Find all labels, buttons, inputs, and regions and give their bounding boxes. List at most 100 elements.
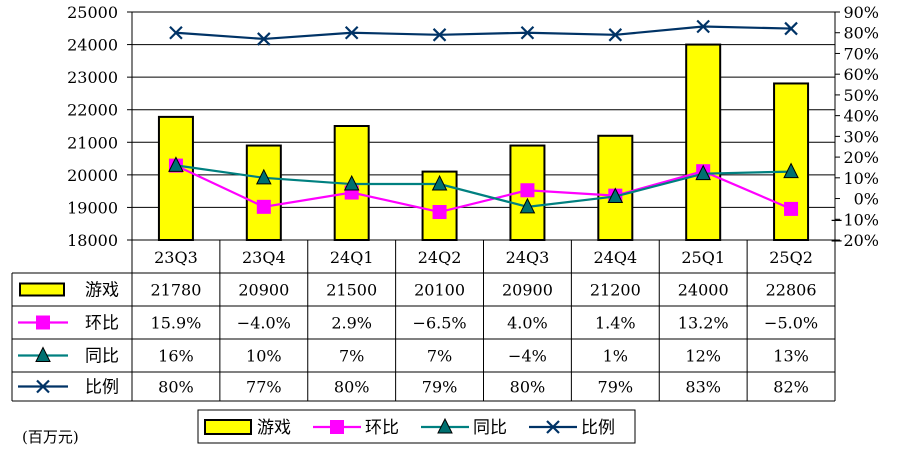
- bar: [157, 115, 194, 241]
- category-label: 24Q2: [418, 248, 462, 267]
- table-cell: −4.0%: [237, 314, 291, 333]
- right-tick-label: 50%: [843, 86, 879, 105]
- table-cell: 24000: [678, 281, 729, 300]
- category-label: 23Q3: [154, 248, 198, 267]
- table-cell: 80%: [334, 378, 370, 397]
- point-triangle: [519, 197, 536, 214]
- table-cell: 7%: [339, 347, 364, 366]
- point-x: [696, 19, 710, 34]
- point-triangle: [168, 156, 184, 172]
- right-tick-label: −20%: [830, 231, 879, 250]
- row-header: 环比: [85, 314, 119, 334]
- table-cell: 21500: [326, 281, 377, 300]
- point-x: [169, 25, 183, 40]
- point-x: [257, 32, 271, 46]
- row-header: 游戏: [85, 281, 119, 301]
- right-tick-label: 80%: [843, 24, 879, 43]
- point-x: [432, 28, 447, 42]
- point-triangle: [431, 174, 448, 191]
- table-cell: 20900: [502, 281, 553, 300]
- right-tick-label: 40%: [843, 107, 879, 126]
- right-tick-label: 20%: [843, 148, 879, 167]
- table-key-bar: [19, 282, 65, 297]
- bar: [245, 144, 282, 242]
- table-cell: 1.4%: [595, 314, 636, 333]
- table-cell: 1%: [603, 347, 628, 366]
- point-triangle: [35, 346, 51, 362]
- line-series: [168, 19, 799, 220]
- point-square: [432, 205, 447, 220]
- table-cell: 4.0%: [507, 314, 548, 333]
- legend-label: 比例: [581, 418, 615, 438]
- point-square: [520, 183, 535, 198]
- right-tick-label: 70%: [843, 44, 879, 63]
- plot-border: [131, 11, 836, 241]
- table-cell: 21780: [150, 281, 201, 300]
- right-tick-label: 30%: [843, 127, 879, 146]
- point-square: [256, 199, 271, 214]
- table-cell: 82%: [773, 378, 809, 397]
- left-tick-label: 20000: [67, 166, 118, 185]
- unit-note: (百万元): [22, 428, 79, 446]
- right-tick-label: −10%: [830, 210, 879, 229]
- table-cell: 7%: [427, 347, 452, 366]
- bar: [773, 82, 810, 241]
- table-cell: 20900: [238, 281, 289, 300]
- table-cell: 13%: [773, 347, 809, 366]
- point-triangle: [343, 174, 360, 191]
- series-line: [175, 25, 792, 41]
- table-cell: 80%: [510, 378, 546, 397]
- point-triangle: [256, 168, 272, 185]
- table-cell: 21200: [590, 281, 641, 300]
- left-tick-label: 18000: [67, 231, 118, 250]
- left-tick-label: 21000: [67, 133, 118, 152]
- point-square: [784, 201, 799, 216]
- table-cell: 16%: [158, 347, 194, 366]
- point-square: [330, 420, 344, 434]
- table-cell: 15.9%: [151, 314, 202, 333]
- point-x: [520, 25, 535, 40]
- point-x: [784, 21, 798, 36]
- left-tick-label: 25000: [67, 3, 118, 22]
- category-label: 24Q3: [506, 248, 550, 267]
- point-x: [608, 28, 623, 42]
- table-cell: 79%: [598, 378, 634, 397]
- row-header: 比例: [85, 378, 119, 398]
- point-square: [36, 315, 50, 330]
- category-label: 25Q2: [769, 248, 813, 267]
- table-cell: 12%: [685, 347, 721, 366]
- category-label: 24Q4: [593, 248, 637, 267]
- category-label: 25Q1: [681, 248, 725, 267]
- legend: 游戏 环比 同比 比例: [197, 409, 636, 444]
- table-cell: 79%: [422, 378, 458, 397]
- legend-label: 环比: [365, 418, 399, 438]
- point-x: [36, 379, 50, 394]
- data-table: 23Q3 23Q4 24Q1 24Q2 24Q3 24Q4 25Q1 25Q2 游戏 21780 2…: [11, 240, 836, 402]
- table-cell: 20100: [414, 281, 465, 300]
- legend-key-bar: [204, 419, 252, 435]
- table-cell: 2.9%: [331, 314, 372, 333]
- point-x: [344, 25, 359, 40]
- right-tick-label: 10%: [843, 169, 879, 188]
- left-axis: 18000 19000 20000 21000 22000 23000 24000 25000: [67, 3, 132, 250]
- right-axis: −20% −10%0% 10% 20% 30%40% 50% 60% 70%80% 90%: [830, 3, 879, 250]
- legend-label: 游戏: [257, 418, 291, 438]
- series-line: [175, 164, 792, 208]
- table-cell: −6.5%: [413, 314, 467, 333]
- point-triangle: [607, 187, 624, 203]
- right-tick-label: 60%: [843, 65, 879, 84]
- bar-series: [157, 43, 810, 242]
- category-label: 24Q1: [330, 248, 374, 267]
- left-tick-label: 22000: [67, 101, 118, 120]
- category-label: 23Q4: [242, 248, 286, 267]
- table-cell: −5.0%: [764, 314, 818, 333]
- table-cell: 83%: [685, 378, 721, 397]
- plot-frame: [131, 11, 836, 241]
- series-line: [175, 164, 792, 214]
- table-cell: 13.2%: [678, 314, 729, 333]
- table-cell: −4%: [508, 347, 547, 366]
- left-tick-label: 24000: [67, 36, 118, 55]
- point-x: [546, 420, 560, 434]
- right-tick-label: 0%: [854, 190, 879, 209]
